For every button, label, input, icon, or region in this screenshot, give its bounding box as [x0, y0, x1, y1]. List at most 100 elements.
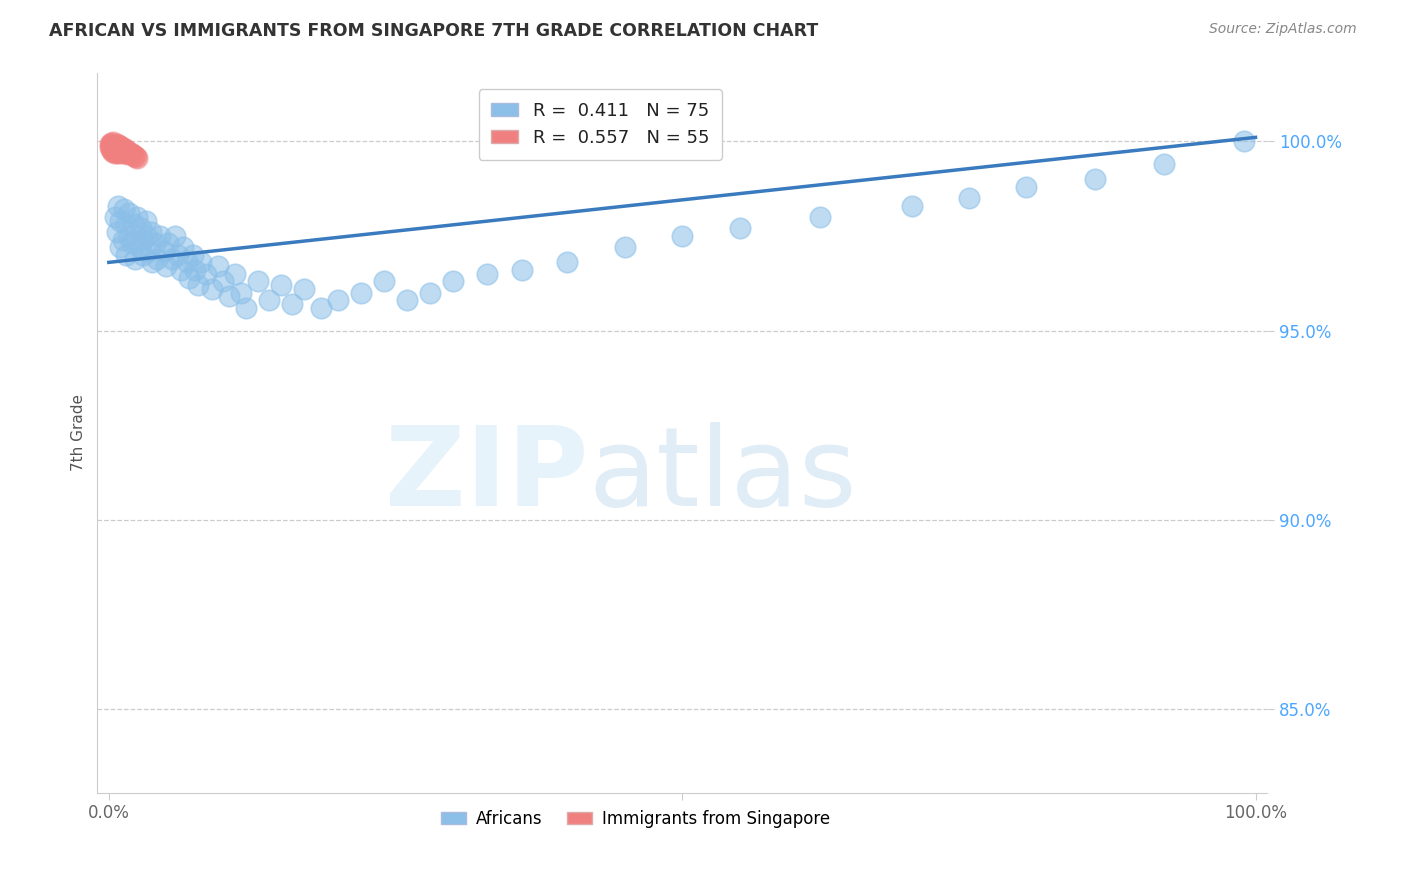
Point [177, 270, 200, 285]
Point [101, 138, 124, 153]
Point [246, 274, 269, 288]
Point [181, 248, 204, 262]
Point [309, 301, 332, 315]
Point [103, 143, 125, 157]
Point [187, 278, 209, 293]
Point [728, 221, 751, 235]
Point [112, 145, 135, 159]
Point [281, 297, 304, 311]
Point [146, 252, 169, 266]
Point [808, 210, 831, 224]
Text: ZIP: ZIP [385, 423, 589, 530]
Point [124, 252, 146, 266]
Point [100, 136, 122, 150]
Point [350, 285, 373, 300]
Point [671, 228, 693, 243]
Point [229, 285, 252, 300]
Point [110, 140, 132, 154]
Point [101, 136, 124, 151]
Point [103, 145, 125, 159]
Point [114, 143, 136, 157]
Point [132, 248, 155, 262]
Point [110, 142, 132, 156]
Legend: Africans, Immigrants from Singapore: Africans, Immigrants from Singapore [434, 804, 837, 835]
Point [110, 145, 132, 160]
Point [328, 293, 350, 308]
Point [120, 146, 142, 161]
Point [104, 144, 127, 158]
Point [104, 141, 127, 155]
Point [270, 278, 292, 293]
Point [118, 206, 141, 220]
Point [101, 141, 124, 155]
Point [207, 259, 229, 273]
Point [127, 233, 149, 247]
Point [103, 142, 125, 156]
Point [103, 136, 125, 150]
Point [218, 289, 240, 303]
Point [122, 148, 145, 162]
Point [111, 144, 134, 158]
Point [127, 210, 149, 224]
Point [201, 282, 224, 296]
Point [419, 285, 441, 300]
Point [160, 252, 183, 266]
Point [107, 140, 129, 154]
Text: Source: ZipAtlas.com: Source: ZipAtlas.com [1209, 22, 1357, 37]
Point [115, 248, 138, 262]
Point [115, 145, 138, 160]
Point [121, 147, 143, 161]
Point [105, 225, 128, 239]
Point [132, 233, 155, 247]
Point [105, 140, 128, 154]
Point [103, 140, 125, 154]
Point [107, 144, 129, 158]
Point [125, 150, 148, 164]
Point [98, 137, 121, 152]
Point [141, 255, 163, 269]
Point [155, 259, 177, 273]
Point [110, 240, 132, 254]
Point [138, 244, 160, 258]
Point [117, 145, 139, 159]
Point [212, 274, 235, 288]
Point [259, 293, 281, 308]
Point [134, 213, 156, 227]
Point [128, 240, 150, 254]
Point [103, 137, 125, 152]
Point [1233, 134, 1256, 148]
Point [108, 138, 131, 153]
Point [110, 145, 132, 160]
Point [103, 145, 125, 160]
Point [110, 139, 132, 153]
Point [107, 137, 129, 152]
Point [135, 228, 157, 243]
Point [172, 240, 194, 254]
Point [115, 146, 138, 161]
Point [166, 248, 188, 262]
Text: AFRICAN VS IMMIGRANTS FROM SINGAPORE 7TH GRADE CORRELATION CHART: AFRICAN VS IMMIGRANTS FROM SINGAPORE 7TH… [49, 22, 818, 40]
Point [157, 236, 180, 251]
Point [110, 143, 132, 157]
Point [184, 263, 207, 277]
Point [103, 210, 125, 224]
Point [1015, 179, 1038, 194]
Point [105, 145, 128, 160]
Point [108, 145, 131, 159]
Point [122, 148, 145, 162]
Point [105, 136, 128, 151]
Point [900, 198, 922, 212]
Point [121, 236, 143, 251]
Point [395, 293, 418, 308]
Point [100, 143, 122, 157]
Point [557, 255, 579, 269]
Point [127, 151, 149, 165]
Point [141, 225, 163, 239]
Point [115, 144, 138, 158]
Point [149, 228, 172, 243]
Point [153, 244, 176, 258]
Point [98, 140, 121, 154]
Point [441, 274, 464, 288]
Point [957, 191, 980, 205]
Point [100, 137, 122, 152]
